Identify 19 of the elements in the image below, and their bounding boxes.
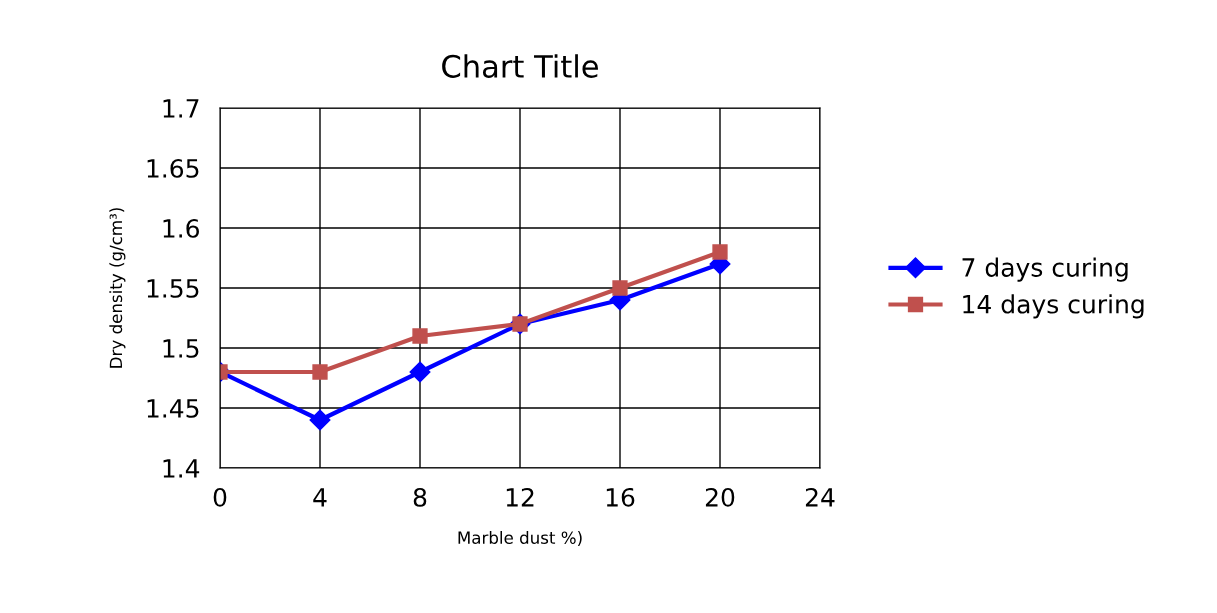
y-axis-title: Dry density (g/cm³) xyxy=(109,208,126,368)
x-tick-label: 16 xyxy=(606,487,635,507)
y-tick-label: 1.4 xyxy=(163,459,200,478)
y-tick-label: 1.7 xyxy=(163,99,199,118)
y-tick-label: 1.5 xyxy=(163,339,199,358)
x-axis-title: Marble dust %) xyxy=(458,531,582,546)
legend-label: 14 days curing xyxy=(963,294,1144,319)
x-tick-label: 8 xyxy=(413,487,427,507)
legend-label: 7 days curing xyxy=(962,257,1128,282)
y-tick-label: 1.6 xyxy=(163,218,199,238)
chart-title: Chart Title xyxy=(442,54,598,78)
x-tick-label: 20 xyxy=(705,487,735,507)
x-tick-label: 24 xyxy=(805,487,835,507)
y-tick-label: 1.65 xyxy=(147,158,199,178)
x-tick-label: 12 xyxy=(506,487,534,507)
x-tick-label: 4 xyxy=(313,488,327,507)
y-tick-label: 1.55 xyxy=(147,279,199,298)
x-tick-label: 0 xyxy=(213,487,227,507)
y-tick-label: 1.45 xyxy=(147,399,199,418)
